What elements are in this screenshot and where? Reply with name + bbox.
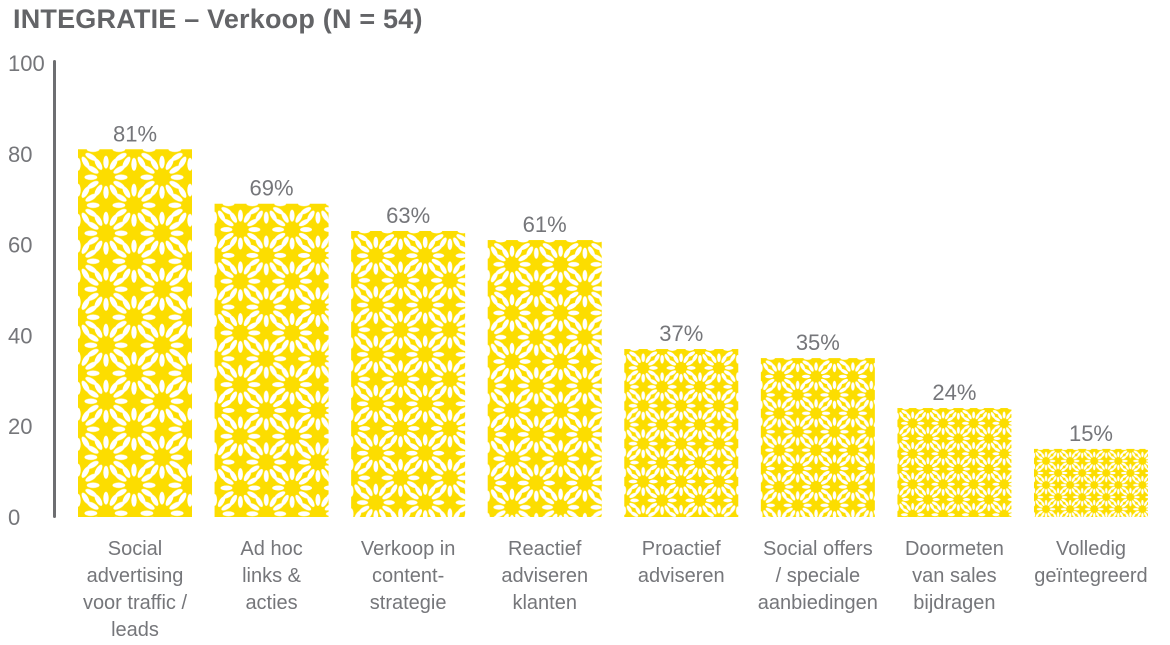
category-label-line: voor traffic /	[82, 592, 188, 614]
category-label-line: aanbiedingen	[757, 592, 878, 614]
category-label: Social offers / speciale aanbiedingen	[743, 536, 893, 617]
y-axis-line	[53, 60, 56, 518]
bar	[214, 203, 329, 518]
chart-title: INTEGRATIE – Verkoop (N = 54)	[13, 4, 423, 34]
bar-value-label: 69%	[250, 176, 294, 201]
bar	[1033, 448, 1148, 517]
category-label-line: Verkoop in	[360, 538, 456, 560]
y-tick-label: 20	[8, 414, 32, 439]
category-label: Social advertising voor traffic / leads	[60, 536, 210, 644]
category-label-line: advertising	[86, 565, 184, 587]
bar-value-label: 24%	[932, 380, 976, 405]
category-label: Proactief adviseren	[606, 536, 756, 590]
y-tick-label: 80	[8, 142, 32, 167]
category-label: Volledig geïntegreerd	[1016, 536, 1166, 590]
category-label-line: Social offers	[763, 538, 873, 560]
category-label-line: Volledig	[1055, 538, 1127, 560]
category-label: Ad hoc links & acties	[197, 536, 347, 617]
bar-value-label: 63%	[386, 203, 430, 228]
bar	[897, 408, 1012, 517]
category-label-line: bijdragen	[913, 592, 996, 614]
category-label: Reactief adviseren klanten	[470, 536, 620, 617]
category-label: Verkoop in content-strategie	[333, 536, 483, 617]
bar-value-label: 81%	[113, 121, 157, 146]
category-label-line: content-	[371, 565, 445, 587]
category-label-line: leads	[111, 619, 159, 641]
category-label-line: klanten	[512, 592, 577, 614]
category-label-line: adviseren	[501, 565, 589, 587]
category-label: Doormeten van sales bijdragen	[879, 536, 1029, 617]
bar	[351, 230, 466, 518]
category-label-line: geïntegreerd	[1034, 565, 1148, 587]
bar	[78, 149, 192, 517]
category-label-line: adviseren	[637, 565, 725, 587]
category-label-line: Doormeten	[904, 538, 1004, 560]
bar	[624, 349, 739, 517]
y-tick-label: 0	[8, 505, 20, 530]
bar	[487, 240, 602, 517]
y-tick-label: 40	[8, 323, 32, 348]
category-label-line: / speciale	[775, 565, 861, 587]
bar	[760, 358, 875, 517]
category-label-line: Ad hoc	[240, 538, 303, 560]
category-label-line: Proactief	[641, 538, 721, 560]
category-label-line: van sales	[912, 565, 997, 587]
bar-value-label: 61%	[523, 212, 567, 237]
category-label-line: Reactief	[508, 538, 582, 560]
bar-value-label: 15%	[1069, 421, 1113, 446]
category-label-line: acties	[245, 592, 298, 614]
y-tick-label: 100	[8, 51, 45, 76]
category-label-line: strategie	[369, 592, 447, 614]
y-tick-label: 60	[8, 233, 32, 258]
category-label-line: Social	[107, 538, 163, 560]
category-label-line: links &	[242, 565, 302, 587]
bar-value-label: 37%	[659, 321, 703, 346]
bar-value-label: 35%	[796, 330, 840, 355]
